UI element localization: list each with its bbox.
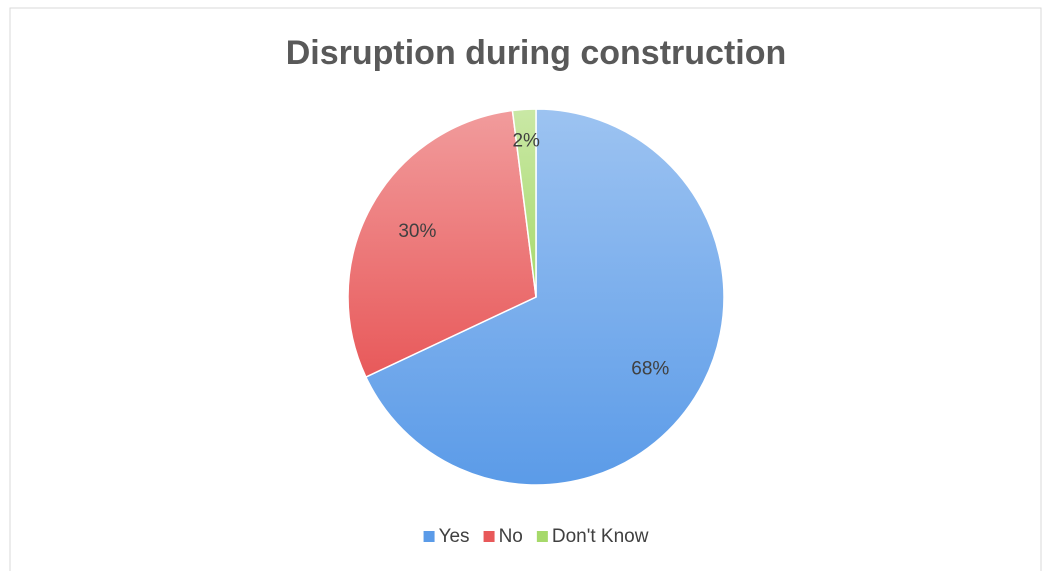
data-label: 68% bbox=[631, 359, 669, 380]
legend-swatch bbox=[483, 531, 495, 542]
pie-slice bbox=[364, 108, 725, 486]
legend-swatch bbox=[423, 531, 435, 542]
legend-label: Don't Know bbox=[552, 526, 649, 547]
chart-title: Disruption during construction bbox=[286, 34, 787, 72]
data-label: 30% bbox=[398, 221, 436, 242]
legend-label: No bbox=[499, 526, 523, 547]
pie-slice bbox=[347, 109, 537, 379]
legend-label: Yes bbox=[439, 526, 470, 547]
data-label: 2% bbox=[512, 130, 540, 151]
legend-swatch bbox=[536, 531, 548, 542]
pie-slice bbox=[511, 108, 537, 298]
legend: Yes No Don't Know bbox=[423, 526, 649, 547]
